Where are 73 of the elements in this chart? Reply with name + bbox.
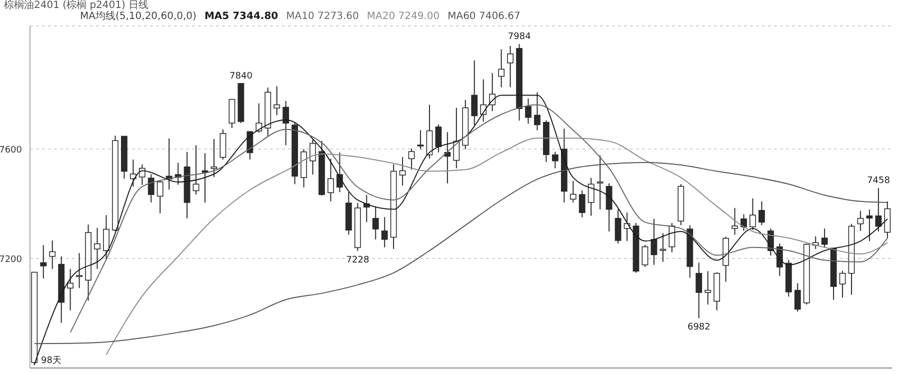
candlestick	[408, 148, 415, 170]
annotation: 7840	[230, 71, 253, 82]
text: MA5 7344.80	[204, 11, 278, 22]
line-series	[70, 104, 888, 333]
candlestick	[228, 98, 236, 129]
y-tick-label: 7200	[0, 254, 22, 265]
candlestick	[67, 268, 74, 311]
candlestick	[668, 222, 676, 253]
candlestick	[758, 200, 765, 226]
chart-subtitle: MA均线(5,10,20,60,0,0)	[80, 11, 196, 22]
candlestick	[578, 190, 586, 218]
candlestick	[130, 159, 136, 188]
candlestick	[642, 244, 648, 268]
candlestick	[210, 138, 218, 178]
candlestick	[76, 252, 82, 289]
candlestick	[399, 156, 406, 186]
text: MA20 7249.00	[366, 11, 440, 22]
candlestick	[94, 227, 100, 270]
candlestick	[821, 228, 828, 248]
candlestick	[381, 216, 388, 248]
candlestick	[498, 48, 505, 88]
candlestick	[740, 214, 747, 232]
candlestick	[839, 270, 846, 298]
candlestick	[750, 198, 756, 230]
candlestick	[471, 60, 478, 126]
candlestick	[435, 124, 442, 153]
candlestick	[857, 210, 864, 232]
y-tick-label: 7600	[0, 145, 22, 156]
candlestick	[282, 100, 290, 146]
candlestick	[156, 180, 164, 214]
candlestick	[40, 244, 47, 280]
candlestick	[336, 152, 343, 193]
annotation: 7228	[346, 255, 370, 266]
candlestick	[328, 158, 334, 202]
candlestick	[534, 92, 540, 131]
candlestick	[614, 208, 622, 244]
candlestick	[507, 45, 514, 88]
annotation: 6982	[687, 322, 710, 333]
candlestick	[246, 131, 254, 160]
candlestick	[884, 200, 891, 239]
line-series	[106, 138, 888, 356]
candlestick	[49, 240, 56, 270]
candlestick	[660, 232, 666, 262]
candlestick	[138, 164, 146, 186]
candlestick	[417, 130, 424, 150]
candlestick	[704, 270, 712, 306]
candlestick	[596, 154, 604, 210]
candlestick	[866, 209, 873, 242]
candlestick	[148, 174, 154, 203]
candlestick	[192, 144, 200, 196]
candlestick	[776, 243, 783, 277]
candlestick	[103, 214, 110, 260]
candlestick	[875, 187, 882, 232]
candlestick	[525, 98, 532, 124]
candlestick	[220, 128, 226, 160]
candlestick	[570, 180, 576, 203]
candlestick	[310, 139, 316, 176]
text: MA10 7273.60	[286, 11, 359, 22]
annotation: 7458	[867, 176, 890, 186]
candlestick	[606, 182, 612, 232]
candlestick	[256, 102, 262, 134]
candlestick	[372, 206, 379, 240]
candlestick	[732, 207, 738, 236]
candlestick	[552, 151, 558, 169]
annotation: 98天	[40, 354, 62, 367]
candlestick	[696, 262, 702, 319]
candlestick	[588, 177, 594, 216]
candlestick	[480, 78, 487, 122]
line-series	[34, 162, 888, 344]
candlestick	[274, 86, 280, 116]
text: MA60 7406.67	[448, 11, 520, 22]
annotation: 7984	[508, 32, 532, 42]
candlestick	[794, 282, 801, 312]
